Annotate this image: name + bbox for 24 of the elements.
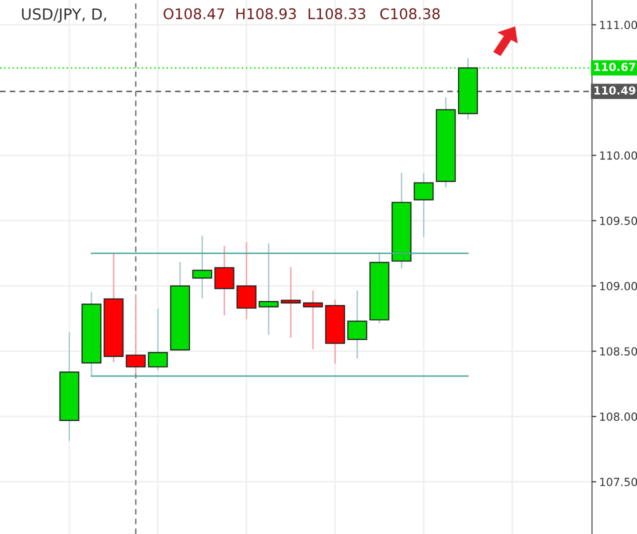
candlestick <box>192 236 212 298</box>
annotation: O108.47 <box>164 8 224 20</box>
annotation: C108.38 <box>380 8 440 20</box>
candlestick <box>126 294 146 374</box>
annotation: H108.93 <box>236 8 296 20</box>
candlestick <box>236 242 256 320</box>
candlestick <box>280 266 301 338</box>
y-tick-label: 108.50 <box>600 347 637 356</box>
candlestick <box>258 243 279 335</box>
y-tick-label: 111.00 <box>600 20 637 30</box>
text: USD/JPY, D, <box>22 8 106 23</box>
ref-line-label: 110.49 <box>594 86 636 95</box>
annotation: L108.33 <box>308 8 366 20</box>
y-tick-label: 108.00 <box>600 412 637 421</box>
candlestick <box>214 246 234 316</box>
y-tick-label: 110.00 <box>600 151 637 160</box>
candlestick <box>414 172 434 238</box>
candlestick <box>148 308 168 370</box>
candlestick <box>302 290 323 350</box>
y-tick-label: 109.50 <box>600 216 637 226</box>
ref-line-label: 110.67 <box>594 62 636 72</box>
y-tick-label: 109.00 <box>600 282 637 290</box>
candlestick <box>347 290 368 358</box>
y-tick-label: 107.50 <box>600 478 637 486</box>
